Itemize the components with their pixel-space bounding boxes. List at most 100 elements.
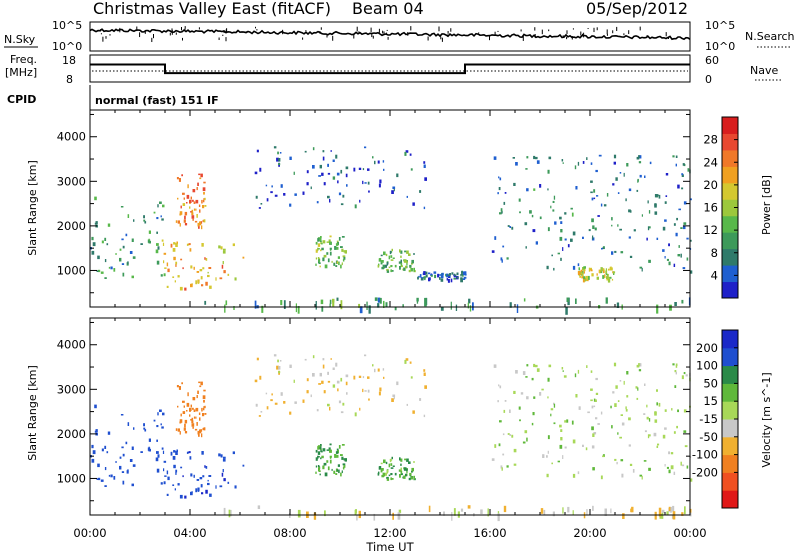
velocity-echo-evening-streaks [553,422,556,425]
power-echo-midday-arc [312,147,315,151]
power-echo-midday-patch-2 [406,260,408,264]
power-echo-midday-arc [306,170,309,174]
power-echo-ground-scatter-band [616,302,620,308]
power-echo-evening-patch [587,279,589,282]
power-echo-midday-patch-1 [343,250,345,253]
power-echo-midday-patch-1 [344,250,347,254]
velocity-echo-morning-echo-3 [197,430,200,435]
power-echo-morning-echo-1 [104,237,107,241]
velocity-echo-evening-streaks [550,408,554,411]
power-echo-midday-arc [346,184,348,187]
velocity-echo-midday-patch-2 [405,473,407,477]
velocity-panel: 1000 2000 3000 4000 Slant Range [km] 200 100… [26,317,773,522]
power-echo-morning-echo-1 [160,215,162,218]
power-echo-evening-streaks [593,189,596,193]
velocity-echo-evening-streaks [504,400,507,402]
velocity-echo-morning-echo-3 [183,405,185,408]
velocity-echo-morning-echo-3 [195,416,197,419]
date-label: 05/Sep/2012 [586,0,688,18]
power-echo-afternoon-band [430,274,433,277]
velocity-echo-evening-streaks [522,371,526,375]
velocity-echo-morning-echo-1 [122,453,125,457]
power-echo-midday-arc [409,153,412,156]
power-echo-ground-scatter-band [283,300,286,309]
velocity-echo-midday-patch-2 [380,462,383,465]
power-echo-ground-scatter-band [358,303,361,308]
velocity-echo-evening-streaks [586,365,588,368]
velocity-echo-morning-echo-2 [201,492,204,495]
power-echo-evening-streaks [564,238,567,241]
power-echo-evening-streaks [594,227,597,231]
velocity-echo-morning-echo-3 [202,395,206,400]
power-echo-evening-patch [583,271,585,274]
velocity-echo-evening-streaks [566,419,569,423]
power-echo-midday-arc [329,198,331,203]
velocity-echo-midday-arc [353,375,356,380]
power-echo-midday-arc [337,180,339,184]
velocity-echo-midday-patch-1 [324,472,328,477]
power-echo-evening-streaks [513,182,516,186]
velocity-echo-morning-echo-1 [159,409,162,412]
power-echo-midday-patch-1 [338,261,340,266]
power-echo-ground-scatter-band [575,298,577,304]
power-echo-evening-streaks [656,237,659,240]
nsky-spike [489,36,490,41]
velocity-echo-evening-streaks [587,411,590,414]
velocity-echo-ground-scatter-band [503,505,507,513]
nsky-spike [153,34,154,39]
velocity-echo-evening-streaks [578,406,581,410]
power-echo-morning-echo-1 [121,263,125,265]
power-echo-evening-patch [583,276,586,279]
power-echo-evening-streaks [497,192,499,195]
power-echo-afternoon-band [447,279,450,283]
nsky-spike [326,34,328,38]
velocity-echo-midday-patch-1 [315,457,318,461]
power-echo-morning-echo-1 [110,266,113,270]
velocity-echo-morning-echo-1 [143,427,146,430]
velocity-echo-evening-streaks [612,391,615,394]
power-echo-ground-scatter-band [261,305,264,313]
power-echo-morning-echo-3 [180,205,182,209]
velocity-echo-ground-scatter-band [681,512,684,516]
power-echo-midday-arc [335,154,338,159]
velocity-echo-midday-patch-1 [320,444,322,447]
velocity-echo-evening-streaks [553,403,556,408]
nsky-spike [566,30,568,34]
power-echo-morning-echo-1 [156,260,160,265]
power-echo-evening-patch [606,273,609,278]
power-echo-evening-patch [590,269,593,272]
velocity-echo-midday-patch-2 [392,465,395,467]
power-echo-morning-echo-2 [197,280,200,284]
velocity-echo-midday-patch-2 [411,467,414,472]
power-echo-evening-streaks [561,159,564,162]
velocity-echo-evening-streaks [547,450,549,454]
velocity-echo-midday-patch-1 [341,456,344,460]
velocity-echo-morning-echo-1 [129,459,133,462]
velocity-echo-midday-patch-2 [386,478,390,481]
velocity-echo-morning-echo-2 [201,451,204,455]
power-echo-midday-patch-1 [342,258,345,262]
power-echo-morning-echo-1 [92,242,96,247]
velocity-echo-morning-echo-1 [148,448,151,452]
velocity-echo-morning-echo-3 [176,385,179,388]
velocity-echo-morning-echo-1 [97,463,100,468]
power-echo-evening-patch [582,274,584,277]
velocity-echo-evening-streaks [585,447,588,451]
nsky-spike [386,29,388,31]
velocity-echo-evening-streaks [613,362,617,367]
power-echo-evening-patch [582,278,585,283]
power-echo-morning-echo-2 [166,285,169,288]
velocity-echo-midday-arc [404,359,407,364]
power-echo-morning-echo-3 [183,219,186,223]
velocity-echo-morning-echo-1 [160,482,163,485]
power-echo-ground-scatter-band [340,300,343,310]
power-echo-evening-patch [603,269,605,274]
velocity-echo-midday-arc [255,403,258,407]
power-echo-midday-patch-2 [390,269,392,273]
power-echo-morning-echo-2 [174,280,176,283]
nsky-spike [562,35,564,38]
power-echo-evening-streaks [552,209,555,212]
velocity-echo-evening-streaks [617,432,619,435]
nsky-spike [623,33,625,36]
velocity-echo-morning-echo-1 [113,476,116,480]
